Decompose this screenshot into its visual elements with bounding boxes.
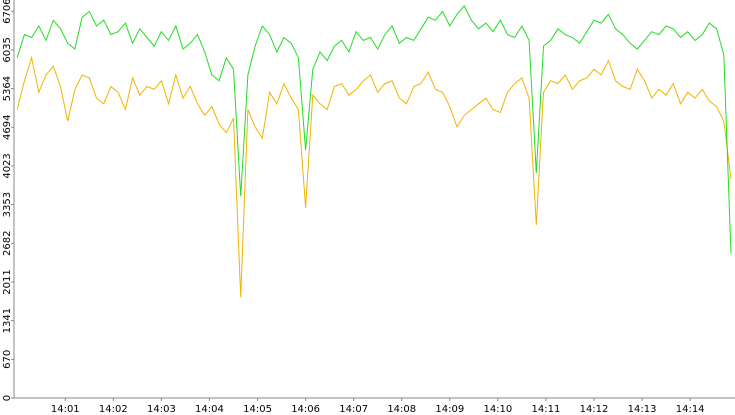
y-tick-label: 2682	[2, 231, 13, 256]
x-tick-label: 14:07	[339, 404, 368, 415]
x-tick-label: 14:02	[99, 404, 128, 415]
y-tick-label: 5364	[2, 76, 13, 101]
y-tick-label: 2011	[2, 269, 13, 294]
y-tick-label: 0	[2, 395, 13, 401]
x-tick-label: 14:08	[387, 404, 416, 415]
x-tick-label: 14:03	[147, 404, 176, 415]
y-tick-label: 6706	[2, 0, 13, 24]
x-tick-label: 14:13	[628, 404, 657, 415]
x-tick-label: 14:11	[532, 404, 561, 415]
x-tick-label: 14:10	[483, 404, 512, 415]
y-tick-label: 1341	[2, 308, 13, 333]
y-tick-label: 6035	[2, 37, 13, 62]
x-tick-label: 14:14	[676, 404, 705, 415]
x-tick-label: 14:12	[580, 404, 609, 415]
y-tick-label: 4023	[2, 153, 13, 178]
x-tick-label: 14:06	[291, 404, 320, 415]
x-tick-label: 14:05	[243, 404, 272, 415]
y-tick-label: 3353	[2, 192, 13, 217]
x-tick-label: 14:04	[195, 404, 224, 415]
series-line	[16, 4, 732, 254]
x-tick-label: 14:09	[435, 404, 464, 415]
y-tick-label: 670	[2, 350, 13, 369]
series-line	[16, 55, 732, 298]
x-tick-label: 14:01	[51, 404, 80, 415]
y-tick-label: 4694	[2, 115, 13, 140]
